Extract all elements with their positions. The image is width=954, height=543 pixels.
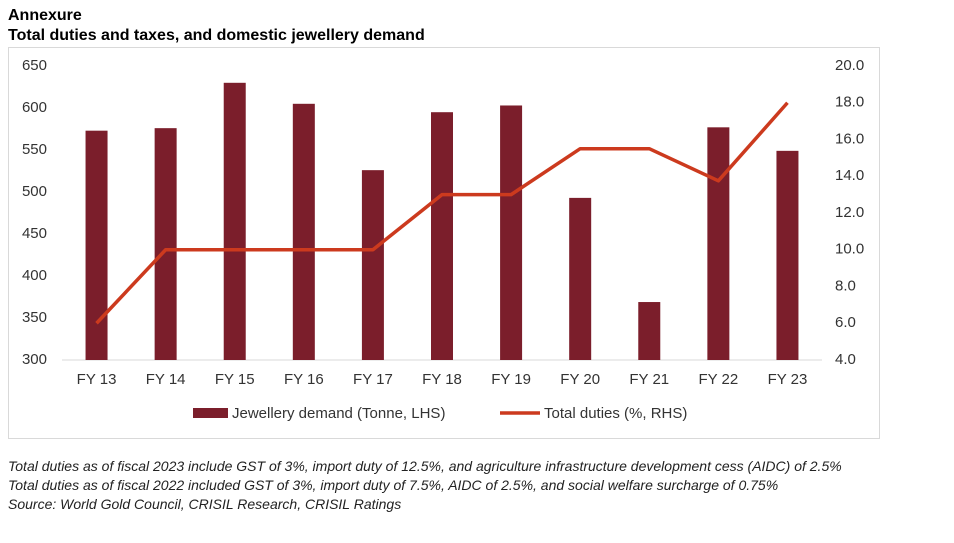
x-tick-label: FY 17 (353, 371, 393, 388)
y2-tick-label: 4.0 (835, 351, 856, 368)
bar (361, 170, 384, 360)
bar (154, 128, 177, 360)
line (95, 101, 789, 325)
y-tick-label: 500 (22, 183, 47, 200)
bar (500, 105, 523, 360)
x-tick-label: FY 19 (491, 371, 531, 388)
legend-swatch (193, 408, 228, 418)
footnote: Total duties as of fiscal 2023 include G… (8, 458, 842, 474)
bar (292, 103, 315, 361)
y2-tick-label: 16.0 (835, 130, 864, 147)
legend-label: Jewellery demand (Tonne, LHS) (232, 405, 445, 422)
bar (431, 112, 453, 360)
y2-tick-label: 12.0 (835, 204, 864, 221)
x-tick-label: FY 23 (768, 371, 808, 388)
y-tick-label: 300 (22, 351, 47, 368)
bar (776, 150, 799, 360)
y2-tick-label: 14.0 (835, 167, 864, 184)
x-tick-label: FY 14 (146, 371, 186, 388)
titles: Annexure Total duties and taxes, and dom… (8, 6, 425, 46)
y-tick-label: 400 (22, 267, 47, 284)
y2-tick-label: 10.0 (835, 241, 864, 258)
notes: Total duties as of fiscal 2023 include G… (8, 457, 948, 514)
x-tick-label: FY 15 (215, 371, 255, 388)
y2-tick-label: 18.0 (835, 94, 864, 111)
y-tick-label: 600 (22, 99, 47, 116)
chart-border (8, 47, 880, 439)
y2-tick-label: 8.0 (835, 277, 856, 294)
x-tick-label: FY 13 (77, 371, 117, 388)
footnote: Source: World Gold Council, CRISIL Resea… (8, 496, 402, 512)
footnote: Total duties as of fiscal 2022 included … (8, 477, 779, 493)
y-tick-label: 650 (22, 57, 47, 74)
bar (223, 82, 246, 361)
y-tick-label: 450 (22, 225, 47, 242)
x-tick-label: FY 18 (422, 371, 462, 388)
y-tick-label: 350 (22, 309, 47, 326)
x-tick-label: FY 16 (284, 371, 324, 388)
chart-title: Annexure (8, 7, 82, 24)
x-tick-label: FY 21 (629, 371, 669, 388)
legend-label: Total duties (%, RHS) (544, 405, 687, 422)
y2-tick-label: 20.0 (835, 57, 864, 74)
chart: 300 350 400 450 500 550 600 650 4.0 6.0 8.0 10.0 12.… (8, 47, 880, 439)
x-tick-label: FY 20 (560, 371, 600, 388)
bar (707, 127, 730, 360)
bar (85, 130, 108, 360)
x-tick-label: FY 22 (698, 371, 738, 388)
chart-subtitle: Total duties and taxes, and domestic jew… (8, 27, 425, 44)
bar (569, 197, 592, 360)
y-tick-label: 550 (22, 141, 47, 158)
y2-tick-label: 6.0 (835, 314, 856, 331)
bar (638, 302, 661, 360)
